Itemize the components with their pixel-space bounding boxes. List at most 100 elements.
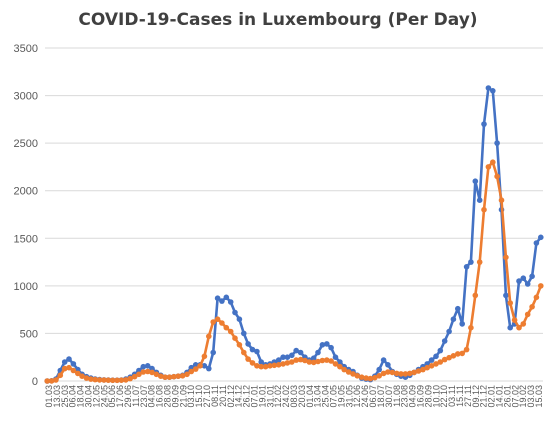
data-point: [376, 373, 383, 379]
data-point: [516, 324, 522, 331]
x-tick-label: 19.02: [518, 385, 528, 408]
data-point: [136, 371, 142, 378]
x-tick-label: 05.06: [107, 385, 117, 408]
data-point: [236, 342, 243, 348]
x-tick-label: 20.03: [297, 385, 307, 408]
x-tick-label: 15.10: [194, 385, 204, 408]
data-point: [367, 375, 374, 382]
data-point: [232, 309, 238, 316]
data-point: [258, 359, 265, 365]
data-point: [280, 354, 286, 361]
data-point: [485, 85, 492, 91]
data-point: [472, 178, 479, 184]
data-point: [61, 359, 68, 365]
data-point: [297, 349, 304, 356]
data-point: [450, 353, 457, 359]
data-point: [332, 361, 339, 367]
x-tick-label: 15.11: [455, 385, 465, 407]
x-tick-label: 03.10: [186, 385, 196, 408]
data-point: [297, 356, 304, 363]
x-tick-label: 07.05: [329, 385, 339, 408]
data-point: [227, 299, 234, 305]
data-point: [44, 378, 50, 384]
data-point: [428, 357, 435, 363]
data-point: [538, 234, 544, 241]
data-point: [184, 371, 190, 378]
data-point: [533, 240, 540, 246]
x-tick-label: 22.10: [439, 385, 449, 408]
x-tick-label: 18.07: [376, 385, 386, 408]
data-point: [529, 304, 535, 310]
x-tick-label: 06.04: [68, 385, 78, 408]
y-tick-label: 2000: [14, 186, 38, 198]
data-point: [210, 349, 216, 356]
data-point: [214, 316, 221, 323]
x-tick-label: 31.01: [265, 385, 275, 408]
data-point: [245, 356, 251, 362]
data-point: [179, 373, 186, 379]
data-point: [415, 368, 422, 374]
data-point: [481, 206, 487, 213]
data-point: [446, 354, 452, 361]
data-point: [354, 373, 361, 379]
x-tick-label: 11.07: [131, 385, 141, 407]
x-tick-label: 25.04: [321, 385, 331, 408]
data-point: [262, 363, 269, 370]
data-point: [284, 360, 291, 366]
x-tick-label: 10.10: [431, 385, 441, 408]
x-tick-label: 13.03: [52, 385, 62, 408]
x-tick-label: 14.01: [495, 385, 505, 408]
data-point: [206, 365, 212, 372]
x-tick-label: 30.04: [83, 385, 93, 408]
x-tick-label: 12.05: [91, 385, 101, 408]
x-tick-label: 16.08: [155, 385, 165, 408]
data-point: [433, 361, 439, 367]
x-tick-label: 20.11: [218, 385, 228, 407]
data-point: [398, 371, 404, 377]
data-point: [337, 363, 343, 370]
data-point: [459, 350, 466, 357]
x-tick-label: 09.09: [170, 385, 180, 408]
data-point: [118, 377, 125, 384]
data-point: [490, 88, 496, 94]
x-tick-label: 30.07: [384, 385, 394, 408]
data-point: [92, 376, 98, 383]
x-tick-label: 26.12: [242, 385, 252, 408]
data-point: [476, 197, 483, 203]
x-tick-label: 02.01: [487, 385, 497, 408]
data-point: [503, 254, 509, 261]
x-tick-label: 18.04: [76, 385, 86, 408]
data-point: [494, 173, 500, 180]
series-line-0: [47, 86, 542, 383]
data-point: [289, 359, 295, 365]
data-point: [275, 357, 282, 363]
x-tick-label: 14.12: [234, 385, 244, 408]
data-point: [494, 140, 500, 146]
data-point: [275, 362, 282, 368]
x-tick-label: 21.09: [178, 385, 188, 408]
data-point: [48, 378, 55, 384]
data-point: [337, 359, 343, 365]
y-tick-label: 1500: [14, 233, 38, 245]
data-point: [538, 283, 544, 289]
x-tick-label: 24.06: [360, 385, 370, 408]
x-tick-label: 01.04: [305, 385, 315, 408]
data-point: [53, 377, 59, 383]
data-point: [385, 369, 391, 375]
data-point: [70, 367, 77, 374]
data-point: [437, 347, 444, 354]
data-point: [319, 357, 326, 364]
data-point: [249, 360, 256, 366]
x-tick-label: 23.08: [400, 385, 410, 408]
data-point: [389, 369, 396, 376]
data-point: [254, 348, 260, 355]
data-point: [61, 365, 68, 372]
data-point: [245, 341, 251, 347]
data-point: [358, 374, 365, 381]
data-point: [485, 164, 492, 170]
data-point: [507, 300, 513, 306]
data-point: [380, 370, 387, 377]
data-point: [328, 358, 334, 364]
data-point: [210, 319, 216, 325]
data-point: [201, 353, 208, 360]
